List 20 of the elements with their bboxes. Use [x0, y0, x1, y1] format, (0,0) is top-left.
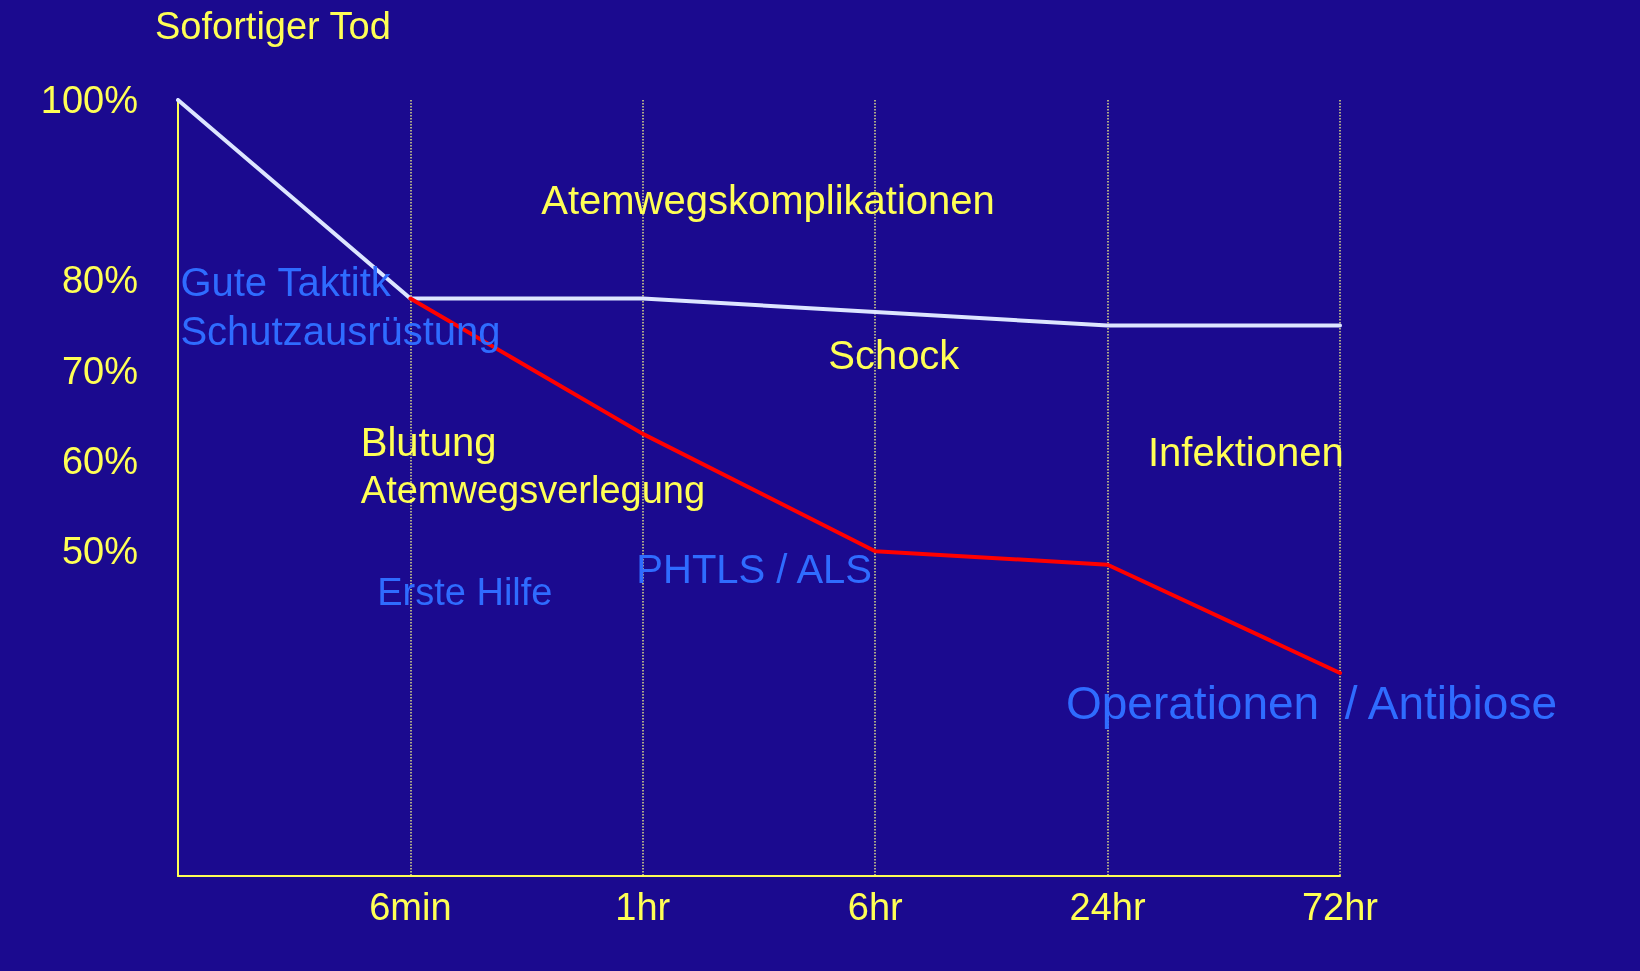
y-tick-label: 50%: [61, 530, 138, 573]
annotation: PHTLS / ALS: [636, 546, 872, 591]
annotation: Operationen / Antibiose: [1066, 676, 1557, 729]
y-tick-label: 70%: [61, 349, 138, 392]
x-tick-label: 24hr: [1069, 886, 1146, 928]
annotation: Schock: [828, 332, 961, 377]
annotation: Blutung: [360, 420, 497, 465]
y-tick-label: 80%: [61, 259, 138, 302]
chart-title: Sofortiger Tod: [155, 5, 391, 47]
x-tick-label: 1hr: [615, 886, 671, 928]
annotation: Atemwegskomplikationen: [541, 177, 995, 222]
x-tick-label: 6hr: [847, 886, 904, 928]
annotation: Atemwegsverlegung: [360, 468, 706, 511]
y-tick-label: 100%: [40, 79, 138, 121]
annotation: Infektionen: [1148, 430, 1344, 475]
x-tick-label: 6min: [369, 886, 452, 928]
annotation: Erste Hilfe: [377, 570, 553, 613]
annotation: Gute Taktitk: [180, 260, 392, 305]
x-tick-label: 72hr: [1301, 886, 1379, 928]
y-tick-label: 60%: [61, 439, 138, 482]
